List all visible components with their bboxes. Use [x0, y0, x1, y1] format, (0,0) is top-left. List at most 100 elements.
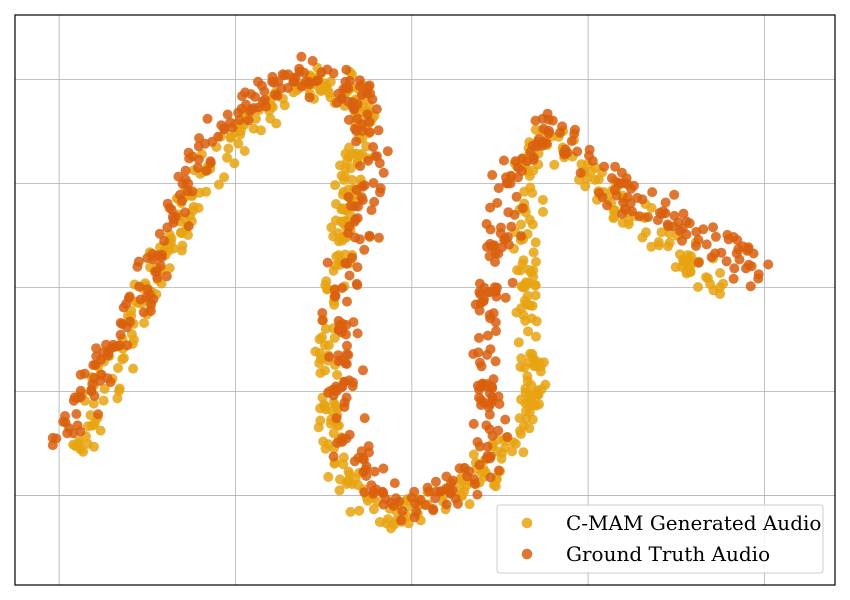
data-point [452, 498, 463, 509]
data-point [253, 76, 263, 87]
data-point [89, 391, 100, 401]
data-point [201, 165, 212, 176]
data-point [474, 278, 485, 289]
data-point [484, 310, 495, 320]
data-point [627, 206, 637, 217]
data-point [317, 332, 327, 343]
data-point [47, 432, 58, 443]
data-point [78, 446, 89, 457]
data-point [294, 63, 305, 74]
data-point [352, 280, 363, 291]
data-point [506, 221, 517, 232]
data-point [396, 515, 407, 526]
data-point [484, 409, 495, 420]
data-point [233, 138, 244, 149]
data-point [531, 316, 542, 327]
data-point [608, 205, 619, 216]
series-generated-audio [68, 62, 729, 534]
data-point [721, 256, 732, 267]
data-point [500, 442, 510, 453]
data-point [378, 167, 389, 178]
data-point [193, 154, 204, 165]
data-point [329, 332, 340, 343]
data-point [352, 328, 363, 339]
data-point [351, 136, 362, 147]
data-point [328, 428, 339, 439]
data-point [611, 190, 622, 201]
data-point [482, 349, 492, 360]
data-point [144, 289, 155, 300]
data-point [364, 231, 375, 242]
data-point [85, 410, 96, 421]
data-point [366, 205, 377, 216]
data-point [359, 413, 370, 424]
data-point [180, 207, 191, 218]
data-point [502, 432, 513, 442]
data-point [464, 499, 475, 510]
data-point [524, 423, 535, 434]
data-point [493, 465, 504, 476]
data-point [344, 469, 355, 480]
data-point [729, 263, 740, 274]
data-point [373, 232, 384, 243]
data-point [468, 418, 479, 429]
data-point [344, 221, 355, 232]
data-point [71, 409, 82, 419]
data-point [500, 292, 511, 303]
data-point [513, 162, 524, 173]
data-point [316, 86, 326, 97]
data-point [338, 84, 349, 95]
data-point [331, 199, 341, 209]
data-point [343, 192, 354, 202]
data-point [111, 341, 122, 352]
data-point [716, 247, 727, 258]
data-point [524, 300, 535, 311]
data-point [670, 262, 681, 273]
data-point [219, 124, 230, 135]
data-point [183, 221, 194, 232]
data-point [641, 227, 651, 238]
data-point [328, 451, 339, 462]
data-point [332, 369, 343, 380]
data-point [351, 184, 362, 195]
data-point [524, 214, 535, 225]
data-point [537, 194, 548, 205]
data-point [525, 267, 536, 278]
data-point [343, 476, 354, 487]
data-point [183, 178, 194, 189]
data-point [472, 489, 483, 500]
data-point [128, 363, 139, 374]
data-point [128, 334, 139, 345]
data-point [341, 359, 352, 369]
data-point [368, 178, 379, 188]
data-point [343, 184, 354, 195]
data-point [336, 93, 347, 104]
data-point [351, 148, 362, 159]
data-point [364, 116, 375, 127]
data-point [296, 81, 307, 92]
data-point [660, 197, 671, 208]
data-point [422, 482, 433, 493]
data-point [314, 358, 325, 369]
data-point [193, 203, 204, 213]
data-point [354, 505, 365, 516]
data-point [706, 252, 717, 263]
data-point [529, 360, 539, 371]
data-point [358, 454, 369, 465]
data-point [319, 401, 330, 412]
data-point [115, 329, 126, 340]
data-point [652, 215, 663, 226]
data-point [361, 471, 372, 481]
data-point [154, 228, 165, 239]
data-point [342, 340, 352, 351]
data-point [527, 188, 538, 198]
data-point [389, 478, 400, 489]
legend-marker-ground-truth [521, 548, 533, 560]
data-point [340, 171, 351, 182]
data-point [488, 374, 499, 385]
data-point [555, 127, 565, 138]
data-point [98, 395, 109, 406]
data-point [493, 248, 504, 259]
data-point [161, 271, 172, 282]
data-point [530, 124, 541, 135]
